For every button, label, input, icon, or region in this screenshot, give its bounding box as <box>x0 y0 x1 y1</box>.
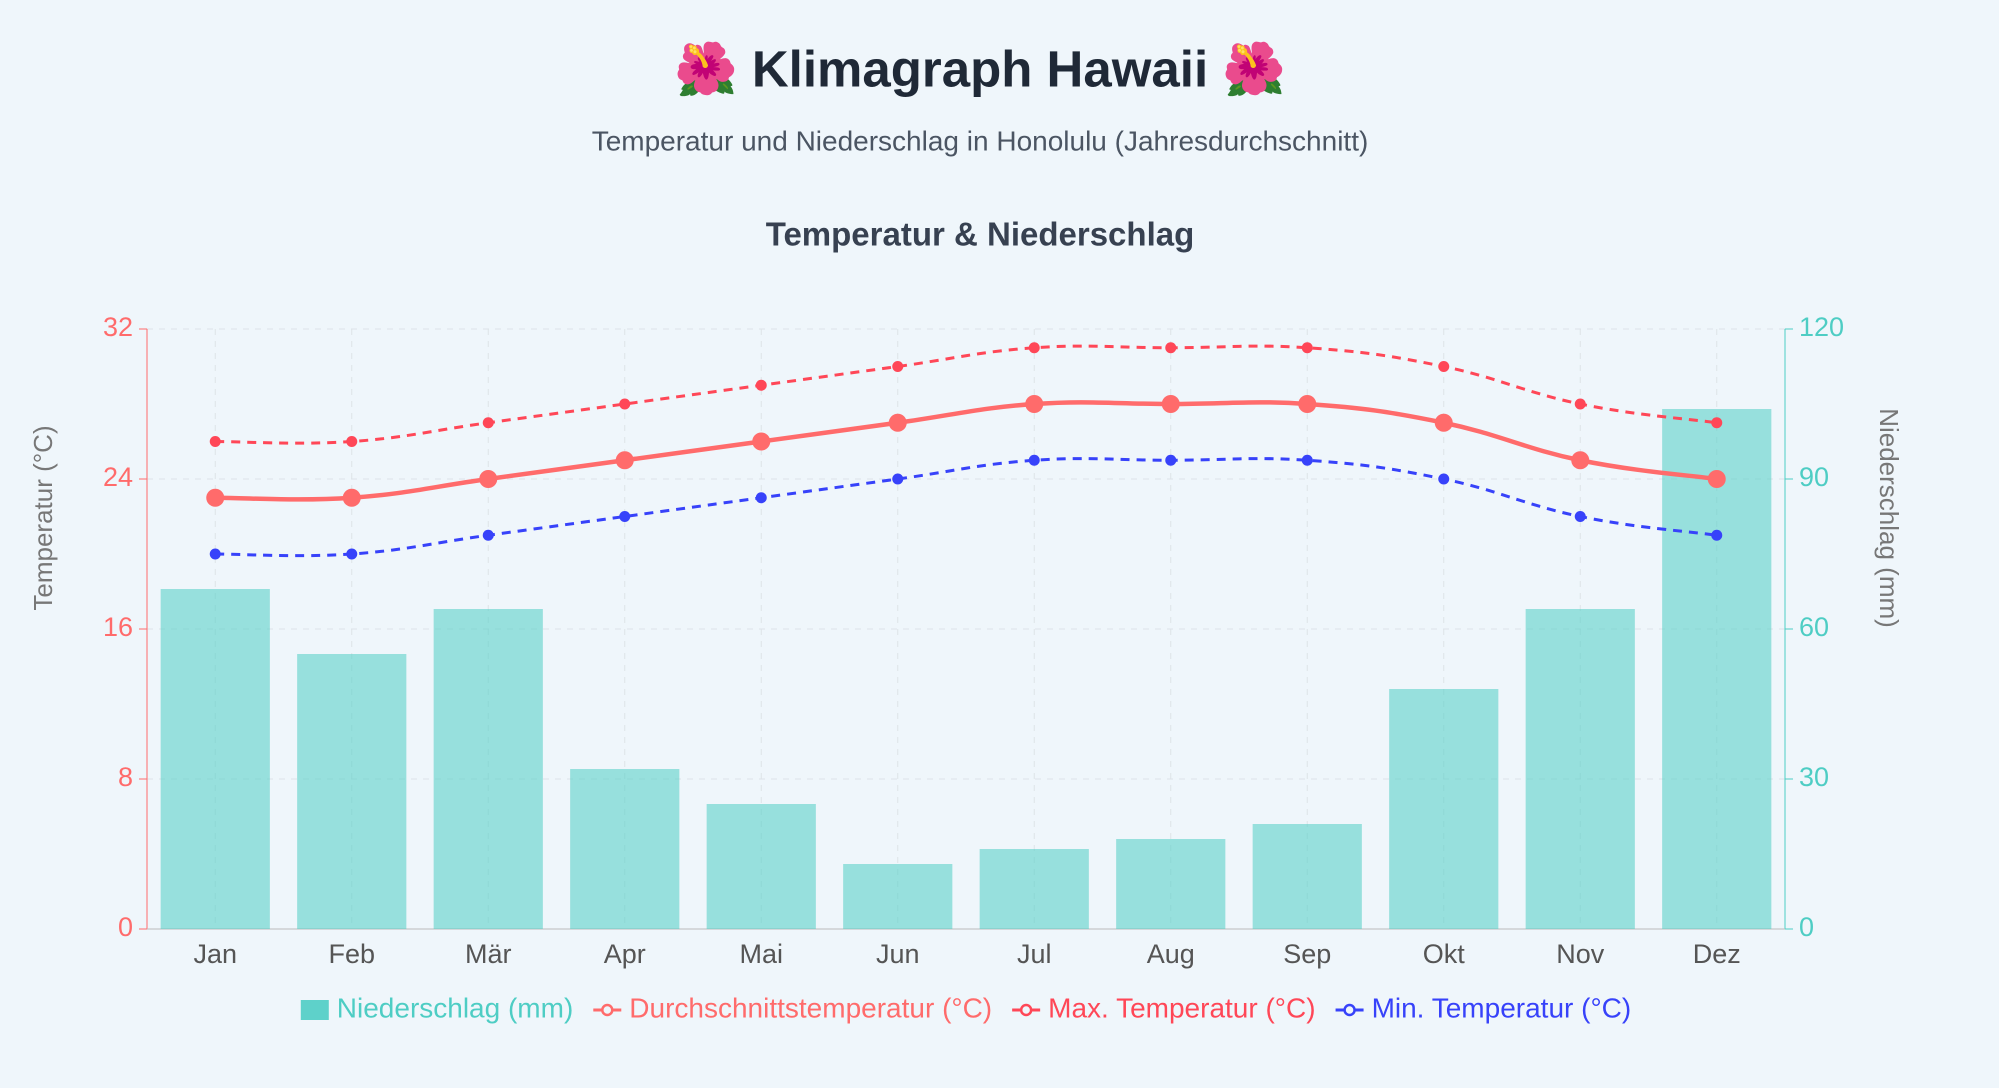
point <box>619 398 631 410</box>
y-tick-label: 8 <box>118 762 133 792</box>
point <box>346 548 358 560</box>
y2-tick-label: 90 <box>1799 462 1829 492</box>
point <box>1438 473 1450 485</box>
point <box>619 511 631 522</box>
line <box>215 457 1717 558</box>
point <box>346 436 358 447</box>
point <box>752 432 771 451</box>
x-tick-label: Jan <box>193 939 237 969</box>
legend-label: Max. Temperatur (°C) <box>1048 992 1315 1023</box>
point <box>482 417 494 429</box>
point <box>1165 454 1177 466</box>
point <box>892 361 904 372</box>
line <box>215 344 1717 445</box>
point <box>1298 395 1317 413</box>
y-tick-label: 16 <box>103 612 133 642</box>
point <box>1301 454 1313 466</box>
bar <box>160 589 270 929</box>
point <box>888 413 907 432</box>
bar <box>843 864 953 929</box>
bar <box>1525 609 1635 929</box>
point <box>1711 529 1723 541</box>
y2-tick-label: 120 <box>1799 312 1844 342</box>
point <box>209 548 221 560</box>
y-tick-label: 24 <box>103 462 133 492</box>
point <box>1025 395 1044 413</box>
point <box>892 473 904 485</box>
bar <box>297 654 407 929</box>
x-tick-label: Mär <box>465 939 512 969</box>
page-title: 🌺 Klimagraph Hawaii 🌺 <box>674 39 1286 98</box>
x-tick-label: Nov <box>1556 939 1605 969</box>
point <box>1165 342 1177 354</box>
point <box>209 436 221 447</box>
legend-label: Durchschnittstemperatur (°C) <box>629 992 992 1023</box>
point <box>1028 454 1040 466</box>
bar <box>1389 689 1499 929</box>
point <box>1571 451 1590 470</box>
x-tick-label: Okt <box>1423 939 1466 969</box>
line <box>215 400 1718 502</box>
x-tick-label: Sep <box>1283 939 1331 969</box>
legend-swatch <box>1343 1003 1356 1017</box>
bar <box>706 804 816 929</box>
x-tick-label: Mai <box>739 939 783 969</box>
y2-tick-label: 0 <box>1799 912 1814 942</box>
bar <box>433 609 543 929</box>
point <box>1161 395 1180 413</box>
x-tick-label: Jun <box>876 939 920 969</box>
point <box>206 488 225 507</box>
point <box>1574 398 1586 410</box>
y-tick-label: 32 <box>103 312 133 342</box>
y2-tick-label: 60 <box>1799 612 1829 642</box>
point <box>1574 511 1586 522</box>
point <box>1438 361 1450 372</box>
y-tick-label: 0 <box>118 912 133 942</box>
bar <box>1662 409 1772 929</box>
bar <box>1252 824 1362 929</box>
bar <box>570 769 680 929</box>
bar <box>1116 839 1226 929</box>
y2-tick-label: 30 <box>1799 762 1829 792</box>
x-tick-label: Dez <box>1693 939 1741 969</box>
x-tick-label: Feb <box>328 939 375 969</box>
legend-label: Min. Temperatur (°C) <box>1372 992 1632 1023</box>
point <box>1028 342 1040 354</box>
y2-axis-title: Niederschlag (mm) <box>1874 408 1904 628</box>
point <box>1707 470 1726 488</box>
point <box>1711 417 1723 429</box>
point <box>342 488 361 507</box>
subtitle: Temperatur und Niederschlag in Honolulu … <box>592 125 1369 156</box>
x-tick-label: Jul <box>1017 939 1052 969</box>
legend-swatch <box>1019 1003 1033 1017</box>
chart-title: Temperatur & Niederschlag <box>766 216 1195 253</box>
y-axis-title: Temperatur (°C) <box>28 425 58 610</box>
point <box>755 379 767 391</box>
point <box>755 492 767 504</box>
x-tick-label: Aug <box>1147 939 1195 969</box>
legend-swatch <box>300 1000 329 1020</box>
legend-label: Niederschlag (mm) <box>337 992 574 1023</box>
point <box>1434 413 1453 432</box>
x-tick-label: Apr <box>604 939 646 969</box>
legend-swatch <box>601 1003 614 1017</box>
bar <box>979 849 1089 929</box>
point <box>1301 342 1313 354</box>
point <box>479 470 498 488</box>
point <box>482 529 494 541</box>
point <box>615 451 634 470</box>
